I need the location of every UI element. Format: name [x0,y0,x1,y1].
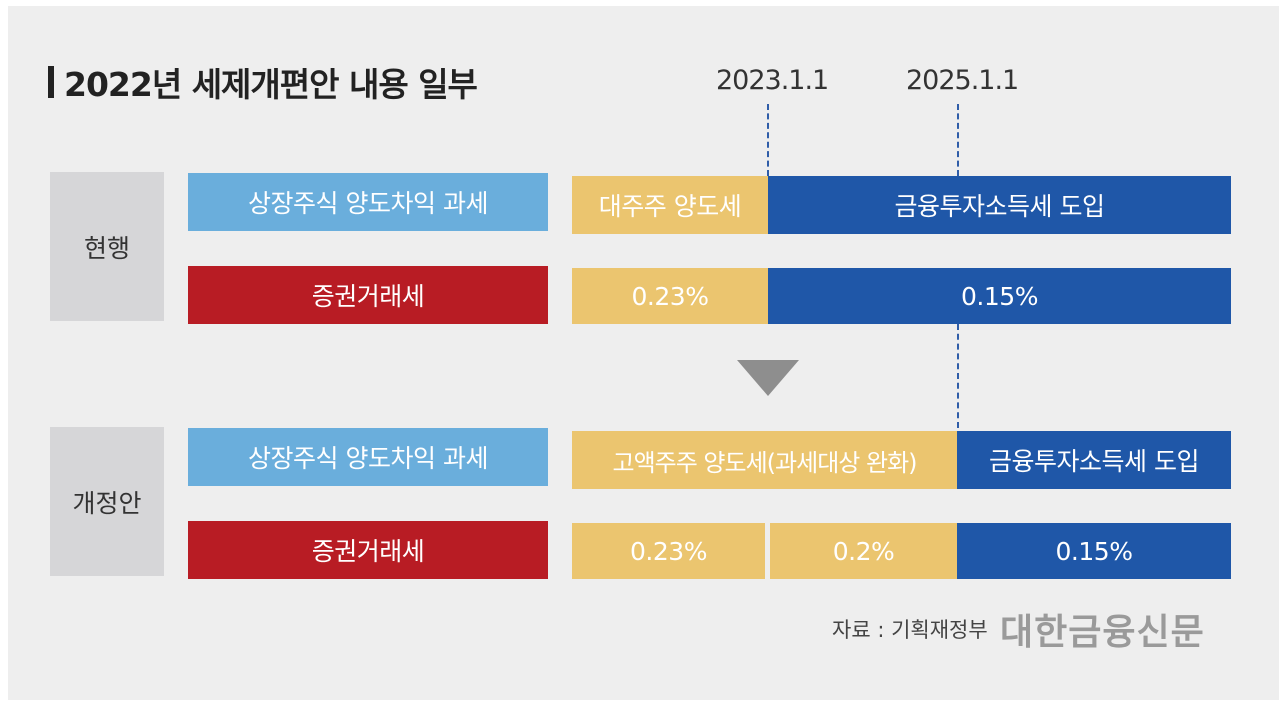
proposal-transaction-tax-rate-1: 0.23% [572,523,765,579]
side-label-current: 현행 [50,172,164,321]
proposal-transaction-tax-rate-3: 0.15% [957,523,1231,579]
publisher-logo: 대한금융신문 [1000,612,1205,653]
background-panel [8,6,1279,700]
title-marker-icon [48,66,54,98]
current-category-transaction-tax: 증권거래세 [188,266,548,324]
proposal-high-value-shareholder-tax-bar: 고액주주 양도세(과세대상 완화) [572,431,957,489]
date-label-2023: 2023.1.1 [716,64,829,96]
transition-arrow-icon [737,360,799,396]
current-category-capital-gains: 상장주식 양도차익 과세 [188,173,548,231]
current-financial-investment-tax-bar: 금융투자소득세 도입 [768,176,1231,234]
title-text: 2022년 세제개편안 내용 일부 [64,65,478,104]
proposal-category-transaction-tax: 증권거래세 [188,521,548,579]
timeline-marker-2023 [767,104,769,176]
proposal-transaction-tax-rate-2: 0.2% [770,523,957,579]
side-label-proposal: 개정안 [50,427,164,576]
timeline-marker-2025-top [957,104,959,176]
page-title: 2022년 세제개편안 내용 일부 [48,60,478,104]
proposal-financial-investment-tax-bar: 금융투자소득세 도입 [957,431,1231,489]
proposal-category-capital-gains: 상장주식 양도차익 과세 [188,428,548,486]
timeline-marker-2025-bottom [957,324,959,428]
date-label-2025: 2025.1.1 [906,64,1019,96]
current-transaction-tax-rate-1: 0.23% [572,268,768,324]
current-transaction-tax-rate-2: 0.15% [768,268,1231,324]
source-note: 자료 : 기획재정부 [832,618,988,642]
current-major-shareholder-tax-bar: 대주주 양도세 [572,176,768,234]
